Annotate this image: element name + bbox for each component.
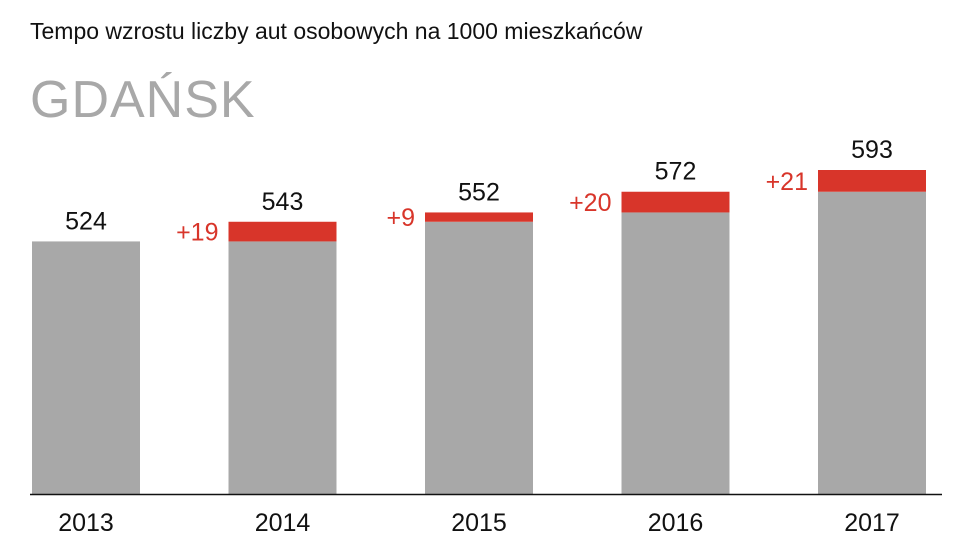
- bar-increase-2016: [621, 191, 730, 213]
- category-label-2017: 2017: [844, 509, 900, 537]
- increase-label-2014: +19: [176, 219, 218, 247]
- value-label-2014: 543: [262, 188, 304, 216]
- bar-increase-2014: [228, 221, 337, 242]
- increase-label-2017: +21: [766, 168, 808, 196]
- category-label-2014: 2014: [255, 509, 311, 537]
- bar-base-2015: [425, 221, 533, 494]
- increase-label-2016: +20: [569, 189, 611, 217]
- increase-label-2015: +9: [386, 204, 415, 232]
- value-label-2016: 572: [655, 158, 697, 186]
- category-label-2013: 2013: [58, 509, 114, 537]
- bar-base-2016: [621, 212, 730, 494]
- value-label-2015: 552: [458, 178, 500, 206]
- value-label-2013: 524: [65, 207, 107, 235]
- bar-increase-2017: [818, 170, 926, 192]
- bar-base-2017: [818, 191, 926, 494]
- category-label-2015: 2015: [451, 509, 507, 537]
- bar-increase-2015: [425, 212, 533, 222]
- chart-title: Tempo wzrostu liczby aut osobowych na 10…: [30, 18, 643, 44]
- value-label-2017: 593: [851, 136, 893, 164]
- bar-base-2013: [32, 241, 140, 494]
- bar-base-2014: [228, 241, 337, 494]
- city-subtitle: GDAŃSK: [30, 71, 256, 129]
- category-label-2016: 2016: [648, 509, 704, 537]
